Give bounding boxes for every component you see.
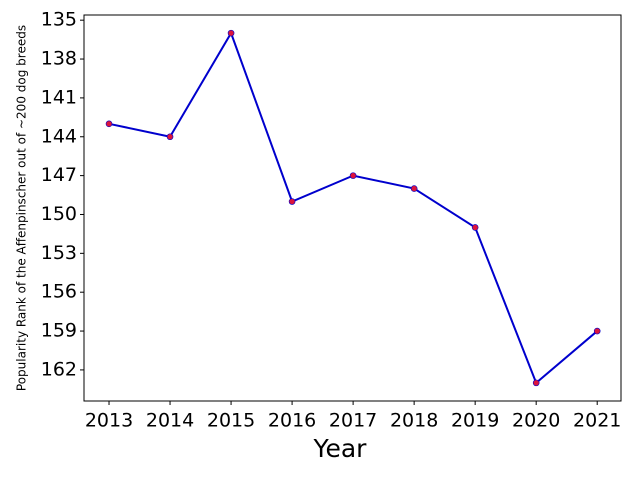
point xyxy=(593,327,601,335)
x-tick-label: 2015 xyxy=(207,410,255,432)
point xyxy=(166,133,174,141)
line xyxy=(108,30,598,385)
x-tick-label: 2019 xyxy=(451,410,499,432)
y-tick-label: 147 xyxy=(41,164,77,186)
y-tick-label: 141 xyxy=(41,86,77,108)
y-tick-label: 156 xyxy=(41,281,77,303)
x-tick-label: 2017 xyxy=(329,410,377,432)
y-tick-label: 162 xyxy=(41,358,77,380)
point xyxy=(471,224,479,231)
point xyxy=(227,29,235,37)
y-axis-label: Popularity Rank of the Affenpinscher out… xyxy=(15,25,29,391)
x-tick-label: 2014 xyxy=(146,410,194,432)
point xyxy=(288,198,296,205)
x-axis-label: Year xyxy=(313,434,368,463)
y-tick-label: 153 xyxy=(41,242,77,264)
x-tick-label: 2016 xyxy=(268,410,316,432)
x-tick-label: 2020 xyxy=(512,410,560,432)
y-tick-label: 144 xyxy=(41,125,77,147)
x-tick-label: 2021 xyxy=(573,410,621,432)
x-tick-label: 2018 xyxy=(390,410,438,432)
y-tick-label: 159 xyxy=(41,320,77,342)
point xyxy=(105,120,113,128)
x-tick-label: 2013 xyxy=(85,410,133,432)
y-tick-label: 150 xyxy=(41,203,77,225)
point xyxy=(349,172,357,179)
plot-frame xyxy=(83,14,622,402)
y-tick-label: 135 xyxy=(41,9,77,31)
point xyxy=(410,185,418,192)
point xyxy=(532,379,540,387)
y-tick-label: 138 xyxy=(41,48,77,70)
